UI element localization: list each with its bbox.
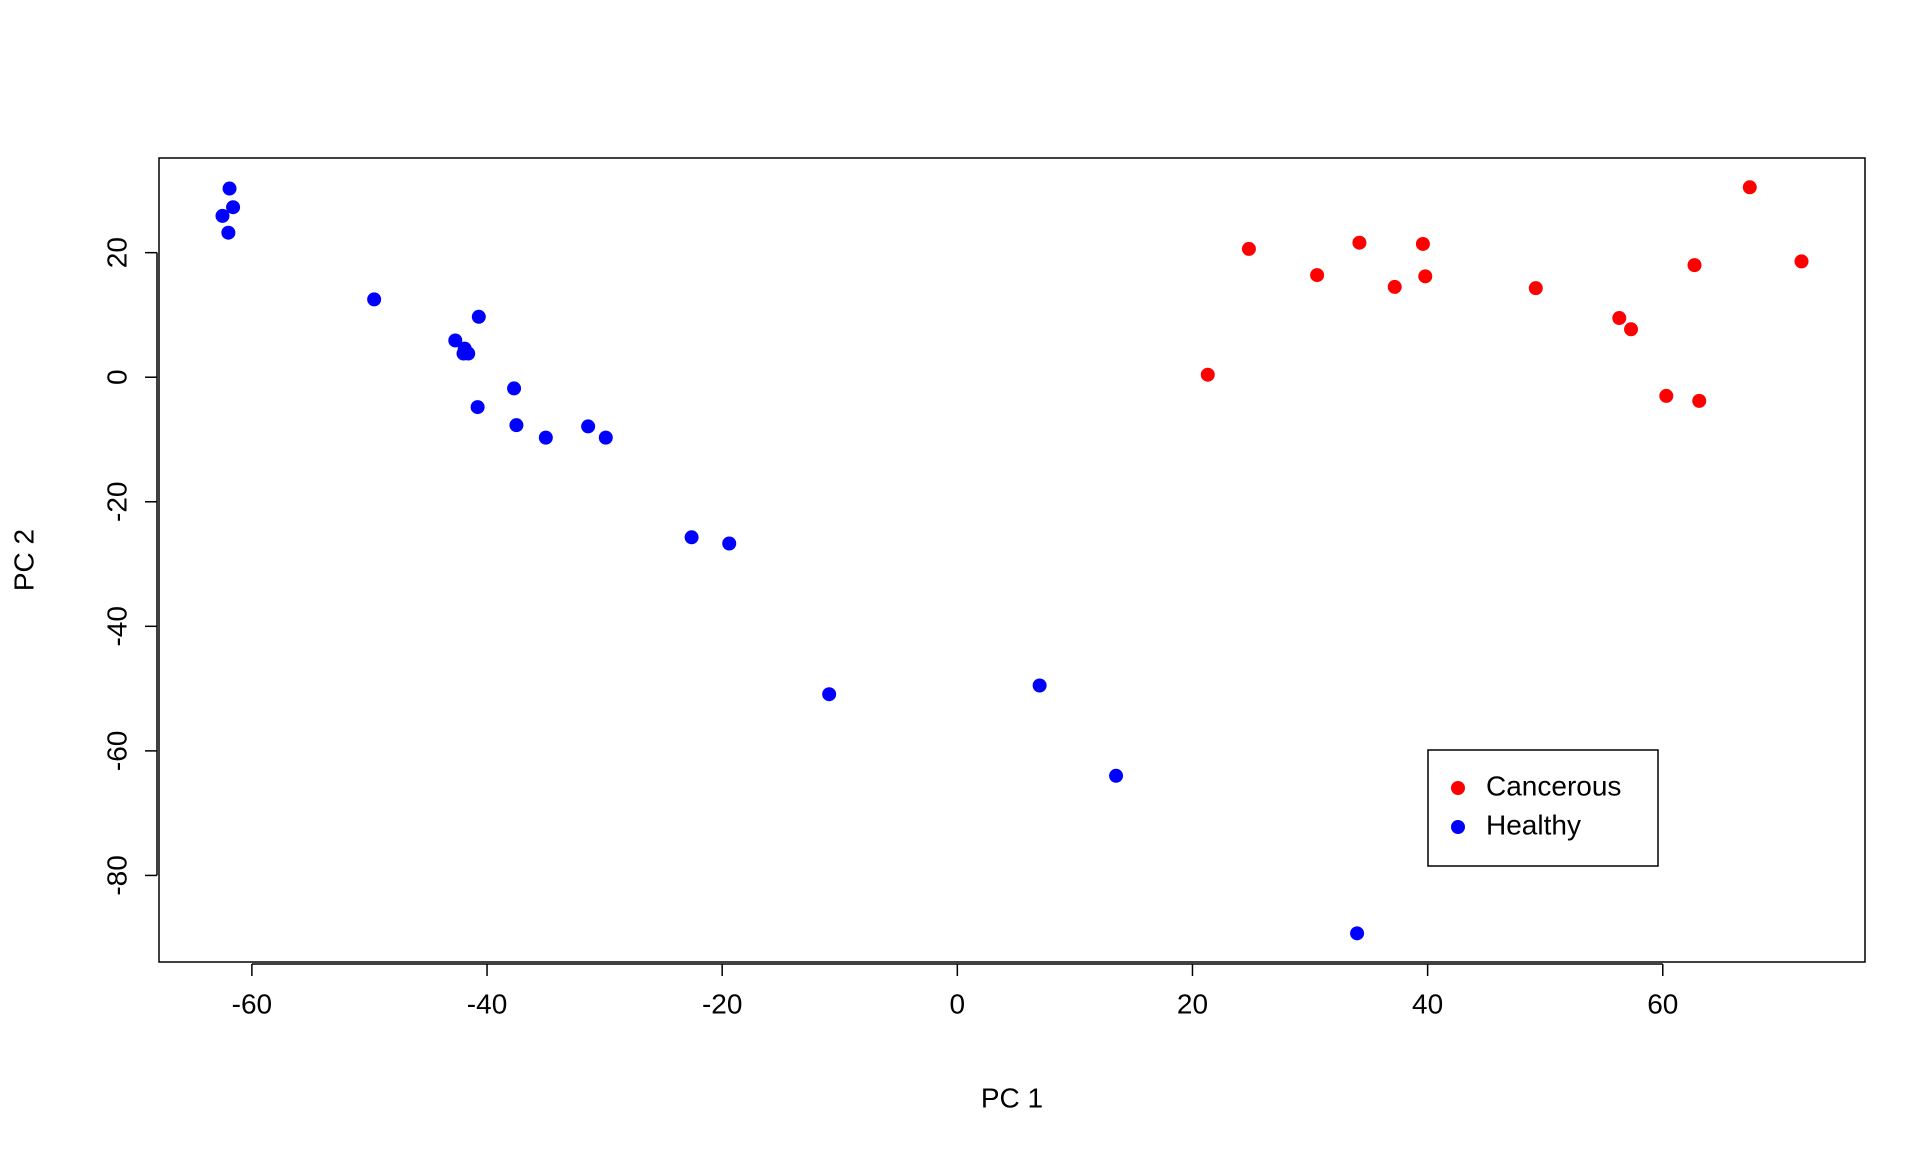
y-tick-label: 0: [101, 369, 132, 385]
point: [448, 333, 463, 348]
point: [215, 208, 230, 223]
point: [471, 309, 486, 324]
y-tick-label: 20: [101, 237, 132, 268]
point: [684, 530, 699, 545]
x-tick-label: 0: [950, 988, 966, 1019]
point: [1415, 236, 1430, 251]
point: [1387, 279, 1402, 294]
point: [509, 418, 524, 433]
point: [1310, 268, 1325, 283]
point: [1200, 367, 1215, 382]
point: [598, 430, 613, 445]
point: [1352, 235, 1367, 250]
x-tick-label: -40: [467, 988, 507, 1019]
point: [1624, 322, 1639, 337]
x-tick-label: -60: [232, 988, 272, 1019]
y-axis-title: PC 2: [8, 529, 39, 591]
legend-marker: [1451, 820, 1465, 834]
point: [1109, 768, 1124, 783]
x-tick-label: 20: [1177, 988, 1208, 1019]
point: [1794, 254, 1809, 269]
y-tick-label: -40: [101, 606, 132, 646]
point: [822, 687, 837, 702]
point: [226, 200, 241, 215]
x-axis-title: PC 1: [981, 1082, 1043, 1113]
point: [722, 536, 737, 551]
point: [1687, 258, 1702, 273]
x-tick-label: -20: [702, 988, 742, 1019]
point: [1692, 393, 1707, 408]
legend-label: Cancerous: [1486, 770, 1621, 801]
point: [1659, 388, 1674, 403]
point: [367, 292, 382, 307]
legend-box: [1427, 749, 1659, 867]
point: [221, 225, 236, 240]
x-tick-label: 60: [1647, 988, 1678, 1019]
legend-label: Healthy: [1486, 809, 1581, 840]
point: [538, 430, 553, 445]
point: [1032, 678, 1047, 693]
point: [470, 400, 485, 415]
y-tick-label: -60: [101, 731, 132, 771]
point: [1418, 269, 1433, 284]
point: [1742, 180, 1757, 195]
point: [456, 346, 471, 361]
legend-marker: [1451, 781, 1465, 795]
x-tick-label: 40: [1412, 988, 1443, 1019]
point: [1241, 241, 1256, 256]
y-tick-label: -20: [101, 482, 132, 522]
point: [581, 419, 596, 434]
plot-frame: [158, 157, 1866, 963]
y-tick-label: -80: [101, 855, 132, 895]
point: [1350, 926, 1365, 941]
point: [1528, 281, 1543, 296]
point: [1612, 311, 1627, 326]
point: [222, 181, 237, 196]
point: [507, 381, 522, 396]
